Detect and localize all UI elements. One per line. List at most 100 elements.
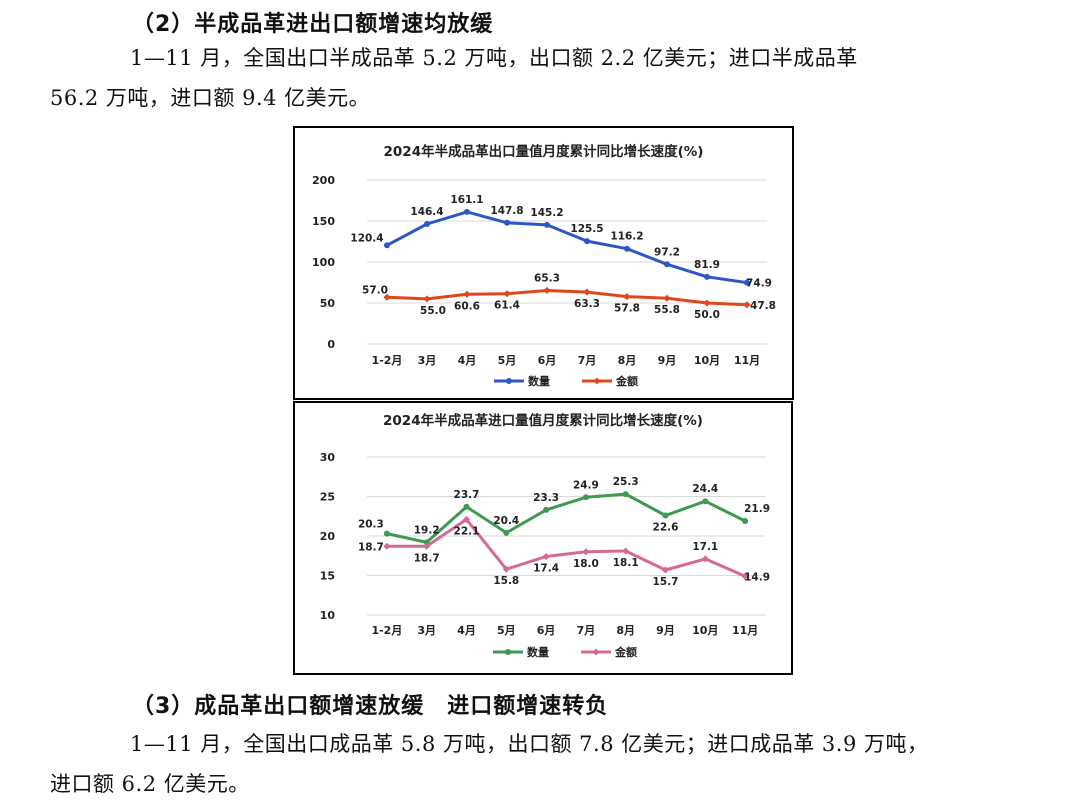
import-amount-point [622, 547, 630, 555]
import-y-tick-label: 20 [320, 530, 336, 543]
section-3-paragraph-line2: 进口额 6.2 亿美元。 [50, 772, 250, 796]
import-x-tick-label: 3月 [417, 624, 436, 637]
import-data-label: 18.1 [613, 557, 639, 569]
export-data-label: 50.0 [694, 309, 720, 321]
import-x-tick-label: 6月 [537, 624, 556, 637]
import-quantity-point [742, 517, 749, 524]
export-data-label: 57.0 [362, 284, 388, 296]
export-data-label: 61.4 [494, 300, 520, 312]
import-x-tick-label: 7月 [577, 624, 596, 637]
export-amount-point [543, 286, 551, 294]
export-data-label: 146.4 [410, 206, 443, 218]
import-data-label: 15.7 [653, 576, 679, 588]
export-amount-point [503, 290, 511, 298]
import-legend-label: 数量 [527, 645, 549, 659]
export-data-label: 116.2 [610, 231, 643, 243]
export-x-tick-label: 5月 [498, 354, 517, 367]
export-x-tick-label: 4月 [458, 354, 477, 367]
import-x-tick-label: 5月 [497, 624, 516, 637]
export-data-label: 57.8 [614, 303, 640, 315]
export-x-tick-label: 9月 [658, 354, 677, 367]
export-y-tick-label: 50 [320, 297, 336, 310]
import-x-tick-label: 1-2月 [371, 624, 402, 637]
import-data-label: 18.7 [414, 552, 440, 564]
export-legend-marker [593, 377, 601, 385]
export-amount-point [743, 301, 751, 309]
import-y-tick-label: 15 [320, 570, 335, 583]
export-quantity-point [664, 261, 670, 268]
import-growth-chart: 2024年半成品革进口量值月度累计同比增长速度(%) 10 15 20 25 30 1-2月… [293, 401, 793, 675]
export-y-tick-label: 150 [312, 215, 335, 228]
export-data-label: 81.9 [694, 259, 720, 271]
export-y-tick-label: 100 [312, 256, 335, 269]
import-x-tick-label: 9月 [656, 624, 675, 637]
export-x-tick-label: 11月 [734, 354, 760, 367]
import-quantity-point [702, 498, 709, 505]
import-data-label: 20.4 [493, 515, 519, 527]
export-x-tick-label: 1-2月 [372, 354, 403, 367]
import-growth-chart-svg: 2024年半成品革进口量值月度累计同比增长速度(%) 10 15 20 25 30 1-2月… [320, 412, 770, 659]
section-2-paragraph: 1—11 月，全国出口半成品革 5.2 万吨，出口额 2.2 亿美元；进口半成品… [50, 38, 990, 118]
import-x-tick-label: 11月 [732, 624, 758, 637]
section-3-paragraph-line1: 1—11 月，全国出口成品革 5.8 万吨，出口额 7.8 亿美元；进口成品革 … [130, 732, 929, 756]
section-2-heading: （2）半成品革进出口额增速均放缓 [132, 12, 494, 37]
export-data-label: 97.2 [654, 246, 680, 258]
export-quantity-point [704, 273, 710, 280]
section-3-paragraph: 1—11 月，全国出口成品革 5.8 万吨，出口额 7.8 亿美元；进口成品革 … [50, 724, 990, 804]
import-x-tick-label: 8月 [616, 624, 635, 637]
import-data-label: 23.3 [533, 492, 559, 504]
export-quantity-point [544, 221, 550, 228]
export-amount-point [623, 293, 631, 301]
import-amount-point [383, 542, 391, 550]
section-2-paragraph-line2: 56.2 万吨，进口额 9.4 亿美元。 [50, 86, 371, 110]
import-quantity-point [503, 529, 510, 536]
export-quantity-point [424, 220, 430, 227]
export-amount-point [663, 294, 671, 302]
export-y-tick-label: 0 [327, 338, 335, 351]
export-data-label: 161.1 [450, 194, 483, 206]
import-y-tick-label: 10 [320, 609, 336, 622]
import-data-label: 18.0 [573, 558, 599, 570]
export-quantity-point [464, 208, 470, 215]
import-data-label: 24.9 [573, 479, 599, 491]
import-x-tick-label: 10月 [692, 624, 718, 637]
import-data-label: 20.3 [358, 519, 384, 531]
import-chart-title: 2024年半成品革进口量值月度累计同比增长速度(%) [383, 412, 703, 429]
export-legend-marker [506, 378, 512, 384]
import-data-label: 22.1 [454, 525, 480, 537]
section-2-paragraph-line1: 1—11 月，全国出口半成品革 5.2 万吨，出口额 2.2 亿美元；进口半成品… [130, 46, 858, 70]
import-legend-marker [592, 648, 600, 656]
import-y-tick-label: 25 [320, 491, 335, 504]
import-data-label: 15.8 [493, 575, 519, 587]
export-chart-title: 2024年半成品革出口量值月度累计同比增长速度(%) [384, 143, 704, 160]
import-legend-marker [505, 649, 511, 655]
export-data-label: 47.8 [750, 300, 776, 312]
import-data-label: 21.9 [744, 503, 770, 515]
export-series-line-amount [385, 289, 749, 307]
import-data-label: 17.1 [692, 541, 718, 553]
export-amount-point [463, 290, 471, 298]
export-data-label: 74.9 [746, 278, 772, 290]
export-growth-chart-svg: 2024年半成品革出口量值月度累计同比增长速度(%) 0 50 100 150 200 1-… [312, 143, 776, 388]
import-quantity-point [622, 491, 629, 498]
export-data-label: 60.6 [454, 300, 480, 312]
export-y-tick-label: 200 [312, 174, 335, 187]
export-data-label: 65.3 [534, 272, 560, 284]
export-data-label: 145.2 [530, 207, 563, 219]
import-data-label: 17.4 [533, 563, 559, 575]
export-data-label: 147.8 [490, 205, 523, 217]
import-amount-point [502, 565, 510, 573]
export-data-label: 63.3 [574, 298, 600, 310]
export-quantity-point [504, 219, 510, 226]
export-series-line-quantity [385, 210, 749, 285]
import-series-line-quantity [385, 492, 747, 544]
export-growth-chart: 2024年半成品革出口量值月度累计同比增长速度(%) 0 50 100 150 200 1-… [293, 126, 794, 400]
export-x-tick-label: 10月 [694, 354, 720, 367]
import-legend-label: 金额 [614, 645, 637, 659]
import-quantity-point [463, 503, 470, 510]
import-data-label: 18.7 [358, 541, 384, 553]
export-x-tick-label: 7月 [578, 354, 597, 367]
export-amount-point [423, 295, 431, 303]
export-data-label: 120.4 [350, 232, 383, 244]
export-data-label: 125.5 [570, 223, 603, 235]
